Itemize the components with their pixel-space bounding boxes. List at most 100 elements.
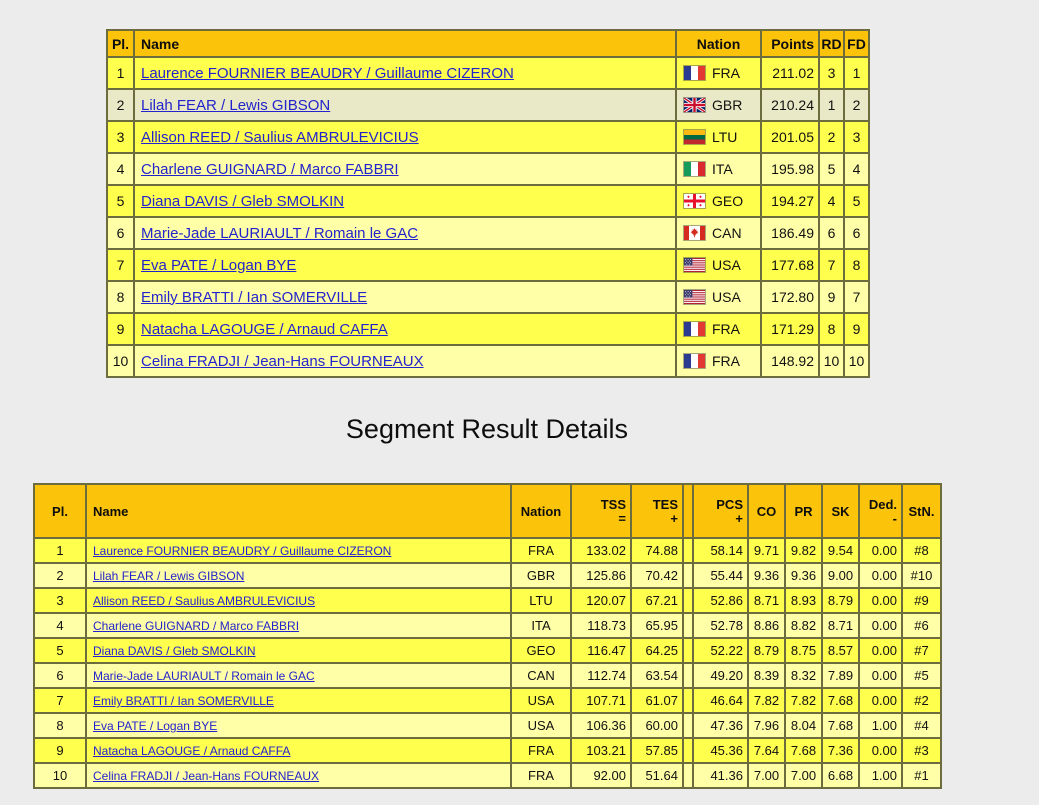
skater-name-link[interactable]: Diana DAVIS / Gleb SMOLKIN: [93, 644, 256, 658]
co-cell: 8.79: [747, 637, 786, 664]
skater-name-link[interactable]: Eva PATE / Logan BYE: [93, 719, 218, 733]
name-cell: Allison REED / Saulius AMBRULEVICIUS: [133, 120, 677, 154]
points-cell: 210.24: [760, 88, 820, 122]
pr-cell: 7.00: [784, 762, 823, 789]
co-cell: 9.36: [747, 562, 786, 589]
name-cell: Charlene GUIGNARD / Marco FABBRI: [133, 152, 677, 186]
separator-cell: [682, 712, 694, 739]
pcs-cell: 52.86: [692, 587, 749, 614]
skater-name-link[interactable]: Allison REED / Saulius AMBRULEVICIUS: [93, 594, 316, 608]
table-row: 5 Diana DAVIS / Gleb SMOLKIN GEO 194.27 4 5: [106, 184, 870, 218]
name-cell: Laurence FOURNIER BEAUDRY / Guillaume CI…: [85, 537, 512, 564]
pr-cell: 8.32: [784, 662, 823, 689]
rd-cell: 3: [818, 56, 845, 90]
nation-cell: USA: [510, 712, 572, 739]
co-cell: 8.39: [747, 662, 786, 689]
separator-cell: [682, 762, 694, 789]
skater-name-link[interactable]: Allison REED / Saulius AMBRULEVICIUS: [141, 128, 419, 146]
pcs-cell: 45.36: [692, 737, 749, 764]
pcs-cell: 52.78: [692, 612, 749, 639]
name-cell: Charlene GUIGNARD / Marco FABBRI: [85, 612, 512, 639]
sk-cell: 8.79: [821, 587, 860, 614]
skater-name-link[interactable]: Marie-Jade LAURIAULT / Romain le GAC: [93, 669, 315, 683]
table-row: 4 Charlene GUIGNARD / Marco FABBRI ITA 195.…: [106, 152, 870, 186]
nation-wrap: GBR: [684, 97, 759, 113]
nation-cell: USA: [510, 687, 572, 714]
table-row: 10 Celina FRADJI / Jean-Hans FOURNEAUX FRA…: [33, 762, 942, 789]
skater-name-link[interactable]: Emily BRATTI / Ian SOMERVILLE: [93, 694, 274, 708]
table-row: 2 Lilah FEAR / Lewis GIBSON GBR 125.86 70.42…: [33, 562, 942, 589]
ded-cell: 1.00: [858, 712, 903, 739]
pr-cell: 9.36: [784, 562, 823, 589]
nation-code: USA: [712, 289, 741, 305]
nation-cell: GBR: [675, 88, 762, 122]
separator-cell: [682, 537, 694, 564]
stn-cell: #3: [901, 737, 942, 764]
nation-cell: FRA: [510, 537, 572, 564]
tss-cell: 112.74: [570, 662, 632, 689]
points-cell: 211.02: [760, 56, 820, 90]
column-header-pl: Pl.: [33, 483, 87, 539]
skater-name-link[interactable]: Lilah FEAR / Lewis GIBSON: [141, 96, 331, 114]
skater-name-link[interactable]: Natacha LAGOUGE / Arnaud CAFFA: [93, 744, 291, 758]
tes-cell: 61.07: [630, 687, 684, 714]
skater-name-link[interactable]: Natacha LAGOUGE / Arnaud CAFFA: [141, 320, 388, 338]
nation-cell: ITA: [510, 612, 572, 639]
skater-name-link[interactable]: Charlene GUIGNARD / Marco FABBRI: [93, 619, 300, 633]
column-header-fd: FD: [843, 29, 870, 58]
co-cell: 9.71: [747, 537, 786, 564]
separator-cell: [682, 637, 694, 664]
tes-cell: 67.21: [630, 587, 684, 614]
rd-cell: 1: [818, 88, 845, 122]
nation-cell: GEO: [510, 637, 572, 664]
skater-name-link[interactable]: Charlene GUIGNARD / Marco FABBRI: [141, 160, 399, 178]
co-cell: 8.86: [747, 612, 786, 639]
rd-cell: 5: [818, 152, 845, 186]
skater-name-link[interactable]: Laurence FOURNIER BEAUDRY / Guillaume CI…: [93, 544, 392, 558]
skater-name-link[interactable]: Emily BRATTI / Ian SOMERVILLE: [141, 288, 368, 306]
skater-name-link[interactable]: Celina FRADJI / Jean-Hans FOURNEAUX: [93, 769, 320, 783]
skater-name-link[interactable]: Diana DAVIS / Gleb SMOLKIN: [141, 192, 345, 210]
points-cell: 186.49: [760, 216, 820, 250]
stn-cell: #4: [901, 712, 942, 739]
nation-wrap: ITA: [684, 161, 759, 177]
tss-cell: 133.02: [570, 537, 632, 564]
table-row: 1 Laurence FOURNIER BEAUDRY / Guillaume C…: [33, 537, 942, 564]
skater-name-link[interactable]: Marie-Jade LAURIAULT / Romain le GAC: [141, 224, 419, 242]
skater-name-link[interactable]: Celina FRADJI / Jean-Hans FOURNEAUX: [141, 352, 424, 370]
nation-cell: GBR: [510, 562, 572, 589]
fd-cell: 1: [843, 56, 870, 90]
table-row: 1 Laurence FOURNIER BEAUDRY / Guillaume C…: [106, 56, 870, 90]
nation-code: CAN: [712, 225, 742, 241]
sk-cell: 7.89: [821, 662, 860, 689]
name-cell: Lilah FEAR / Lewis GIBSON: [85, 562, 512, 589]
points-cell: 201.05: [760, 120, 820, 154]
flag-icon-gbr: [684, 98, 705, 112]
skater-name-link[interactable]: Lilah FEAR / Lewis GIBSON: [93, 569, 245, 583]
pl-cell: 8: [33, 712, 87, 739]
nation-cell: ITA: [675, 152, 762, 186]
stn-cell: #6: [901, 612, 942, 639]
pl-cell: 3: [106, 120, 135, 154]
column-header-pcs: PCS +: [692, 483, 749, 539]
table-row: 6 Marie-Jade LAURIAULT / Romain le GAC CAN…: [33, 662, 942, 689]
nation-cell: CAN: [675, 216, 762, 250]
tss-cell: 103.21: [570, 737, 632, 764]
table-row: 6 Marie-Jade LAURIAULT / Romain le GAC CAN…: [106, 216, 870, 250]
stn-cell: #5: [901, 662, 942, 689]
table-row: 7 Eva PATE / Logan BYE USA 177.68 7 8: [106, 248, 870, 282]
points-cell: 194.27: [760, 184, 820, 218]
name-cell: Emily BRATTI / Ian SOMERVILLE: [133, 280, 677, 314]
tes-cell: 63.54: [630, 662, 684, 689]
skater-name-link[interactable]: Laurence FOURNIER BEAUDRY / Guillaume CI…: [141, 64, 514, 82]
pl-cell: 7: [106, 248, 135, 282]
flag-icon-fra: [684, 322, 705, 336]
rd-cell: 4: [818, 184, 845, 218]
skater-name-link[interactable]: Eva PATE / Logan BYE: [141, 256, 297, 274]
pr-cell: 7.82: [784, 687, 823, 714]
pr-cell: 8.75: [784, 637, 823, 664]
column-header-nation: Nation: [510, 483, 572, 539]
pl-cell: 1: [33, 537, 87, 564]
rd-cell: 6: [818, 216, 845, 250]
